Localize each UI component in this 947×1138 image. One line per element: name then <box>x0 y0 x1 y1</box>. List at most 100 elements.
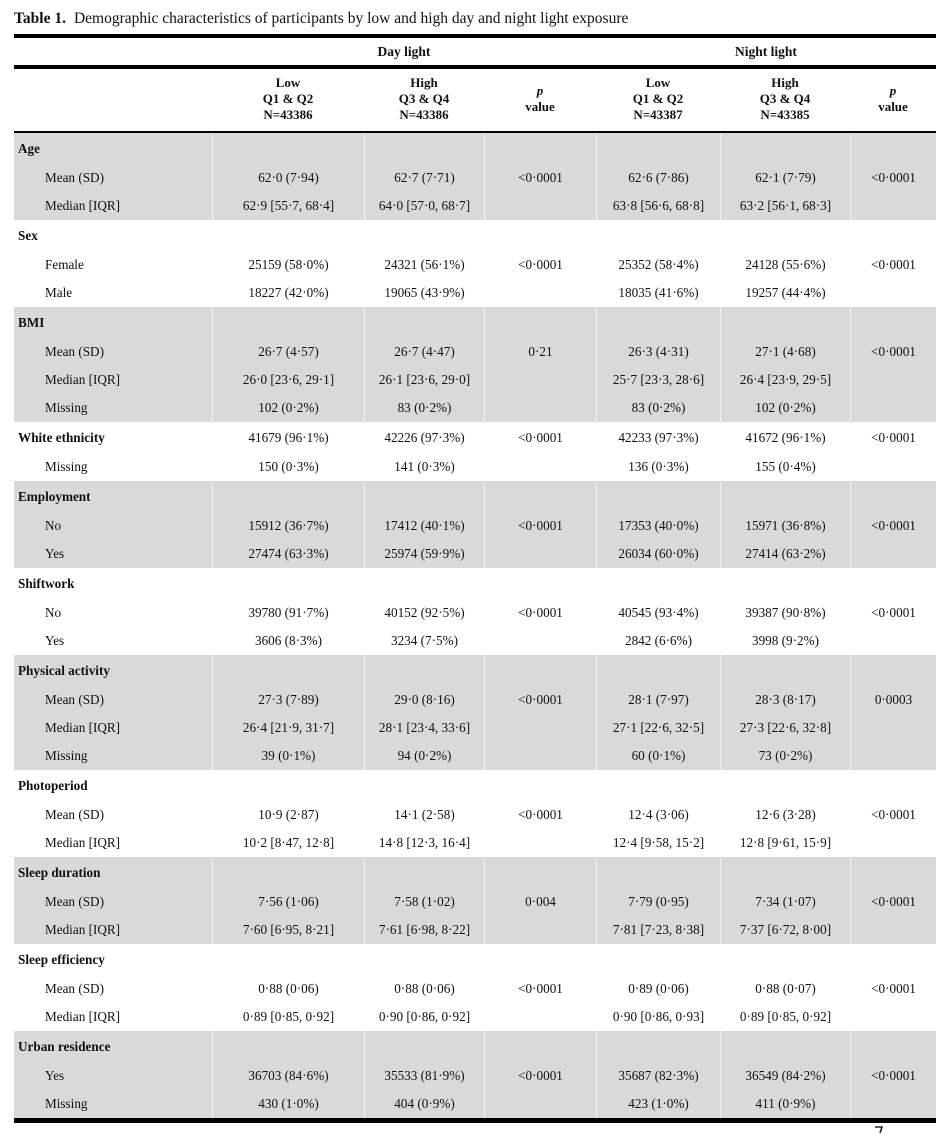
col-header-line: value <box>878 99 908 114</box>
empty-cell <box>850 627 936 655</box>
empty-cell <box>364 770 484 801</box>
value-cell: 10·2 [8·47, 12·8] <box>212 829 364 857</box>
value-cell: 29·0 (8·16) <box>364 686 484 714</box>
value-cell: 19257 (44·4%) <box>720 279 850 307</box>
value-cell: 64·0 [57·0, 68·7] <box>364 192 484 220</box>
value-cell: 28·3 (8·17) <box>720 686 850 714</box>
empty-cell <box>720 133 850 164</box>
table-row-photoperiod-median-iqr-: Median [IQR] 10·2 [8·47, 12·8] 14·8 [12·3,… <box>14 829 936 857</box>
empty-cell <box>850 944 936 975</box>
empty-cell <box>484 307 596 338</box>
value-cell: <0·0001 <box>484 164 596 192</box>
empty-cell <box>484 944 596 975</box>
value-cell: 102 (0·2%) <box>720 394 850 422</box>
column-header-day-low: Low Q1 & Q2 N=43386 <box>212 75 364 123</box>
empty-cell <box>364 1031 484 1062</box>
value-cell: <0·0001 <box>850 599 936 627</box>
empty-cell <box>850 133 936 164</box>
col-header-line: p <box>536 83 544 98</box>
value-cell: 25352 (58·4%) <box>596 251 720 279</box>
table-row-employment-yes: Yes 27474 (63·3%) 25974 (59·9%) 26034 (60·0… <box>14 540 936 568</box>
value-cell: 41672 (96·1%) <box>720 422 850 453</box>
value-cell: 40545 (93·4%) <box>596 599 720 627</box>
value-cell: 28·1 (7·97) <box>596 686 720 714</box>
value-cell: 7·61 [6·98, 8·22] <box>364 916 484 944</box>
empty-cell <box>596 770 720 801</box>
section-label: Photoperiod <box>18 777 88 793</box>
value-cell: 40152 (92·5%) <box>364 599 484 627</box>
empty-cell <box>596 133 720 164</box>
column-header-night-low: Low Q1 & Q2 N=43387 <box>596 75 720 123</box>
table-body: Age Mean (SD) 62·0 (7·94) 62·7 (7·71) <0·000… <box>14 133 936 1118</box>
empty-cell <box>850 916 936 944</box>
value-cell: 7·37 [6·72, 8·00] <box>720 916 850 944</box>
empty-cell <box>720 481 850 512</box>
value-cell: 0·88 (0·06) <box>212 975 364 1003</box>
value-cell: 0·21 <box>484 338 596 366</box>
table-row-shiftwork-yes: Yes 3606 (8·3%) 3234 (7·5%) 2842 (6·6%) 3998… <box>14 627 936 655</box>
value-cell: 7·34 (1·07) <box>720 888 850 916</box>
value-cell: 62·9 [55·7, 68·4] <box>212 192 364 220</box>
table-row-urban-residence-yes: Yes 36703 (84·6%) 35533 (81·9%) <0·0001 3568… <box>14 1062 936 1090</box>
value-cell: <0·0001 <box>484 512 596 540</box>
empty-cell <box>484 627 596 655</box>
value-cell: <0·0001 <box>850 251 936 279</box>
table-row-employment-no: No 15912 (36·7%) 17412 (40·1%) <0·0001 17353… <box>14 512 936 540</box>
value-cell: 36549 (84·2%) <box>720 1062 850 1090</box>
empty-cell <box>720 1031 850 1062</box>
group-header-day-light: Day light <box>377 43 431 59</box>
empty-cell <box>720 307 850 338</box>
value-cell: <0·0001 <box>850 422 936 453</box>
empty-cell <box>212 655 364 686</box>
value-cell: 0·90 [0·86, 0·93] <box>596 1003 720 1031</box>
value-cell: 0·90 [0·86, 0·92] <box>364 1003 484 1031</box>
table-row-urban-residence-missing: Missing 430 (1·0%) 404 (0·9%) 423 (1·0%) 411… <box>14 1090 936 1118</box>
value-cell: 17412 (40·1%) <box>364 512 484 540</box>
value-cell: 27·1 (4·68) <box>720 338 850 366</box>
section-sleep-duration: Sleep duration Mean (SD) 7·56 (1·06) 7·58 (… <box>14 857 936 944</box>
demographics-table: Day light Night light Low Q1 & Q2 N=4338… <box>14 34 936 1123</box>
table-row-sleep-efficiency-median-iqr-: Median [IQR] 0·89 [0·85, 0·92] 0·90 [0·86,… <box>14 1003 936 1031</box>
table-title-label: Table 1. <box>14 10 66 27</box>
empty-cell <box>850 540 936 568</box>
value-cell: 26·1 [23·6, 29·0] <box>364 366 484 394</box>
section-label: BMI <box>18 314 45 330</box>
table-row-bmi-median-iqr-: Median [IQR] 26·0 [23·6, 29·1] 26·1 [23·6,… <box>14 366 936 394</box>
value-cell: 141 (0·3%) <box>364 453 484 481</box>
section-label: Sex <box>18 227 38 243</box>
value-cell: 39780 (91·7%) <box>212 599 364 627</box>
header-rule <box>14 131 936 133</box>
value-cell: 39387 (90·8%) <box>720 599 850 627</box>
section-urban-residence: Urban residence Yes 36703 (84·6%) 35533 (81… <box>14 1031 936 1118</box>
table-row-sex-female: Female 25159 (58·0%) 24321 (56·1%) <0·0001 2… <box>14 251 936 279</box>
col-header-line: N=43387 <box>633 107 683 122</box>
value-cell: 27·1 [22·6, 32·5] <box>596 714 720 742</box>
empty-cell <box>364 857 484 888</box>
empty-cell <box>720 770 850 801</box>
value-cell: 60 (0·1%) <box>596 742 720 770</box>
value-cell: 41679 (96·1%) <box>212 422 364 453</box>
table-row-age-median-iqr-: Median [IQR] 62·9 [55·7, 68·4] 64·0 [57·0,… <box>14 192 936 220</box>
col-header-line: Q3 & Q4 <box>759 91 811 106</box>
value-cell: 14·1 (2·58) <box>364 801 484 829</box>
bottom-rule <box>14 1118 936 1123</box>
value-cell: 26·4 [21·9, 31·7] <box>212 714 364 742</box>
row-label: Yes <box>45 1068 65 1083</box>
empty-cell <box>484 857 596 888</box>
value-cell: 63·2 [56·1, 68·3] <box>720 192 850 220</box>
empty-cell <box>850 481 936 512</box>
row-label: Mean (SD) <box>45 894 104 909</box>
section-sex: Sex Female 25159 (58·0%) 24321 (56·1%) <0·00… <box>14 220 936 307</box>
column-header-night-high: High Q3 & Q4 N=43385 <box>720 75 850 123</box>
value-cell: 10·9 (2·87) <box>212 801 364 829</box>
empty-cell <box>364 655 484 686</box>
row-label: Yes <box>45 546 65 561</box>
value-cell: 26·4 [23·9, 29·5] <box>720 366 850 394</box>
table-row-age-mean-sd-: Mean (SD) 62·0 (7·94) 62·7 (7·71) <0·0001 62… <box>14 164 936 192</box>
empty-cell <box>720 568 850 599</box>
empty-cell <box>596 655 720 686</box>
empty-cell <box>850 655 936 686</box>
section-label: White ethnicity <box>18 429 105 445</box>
value-cell: 430 (1·0%) <box>212 1090 364 1118</box>
col-header-line: N=43386 <box>263 107 313 122</box>
